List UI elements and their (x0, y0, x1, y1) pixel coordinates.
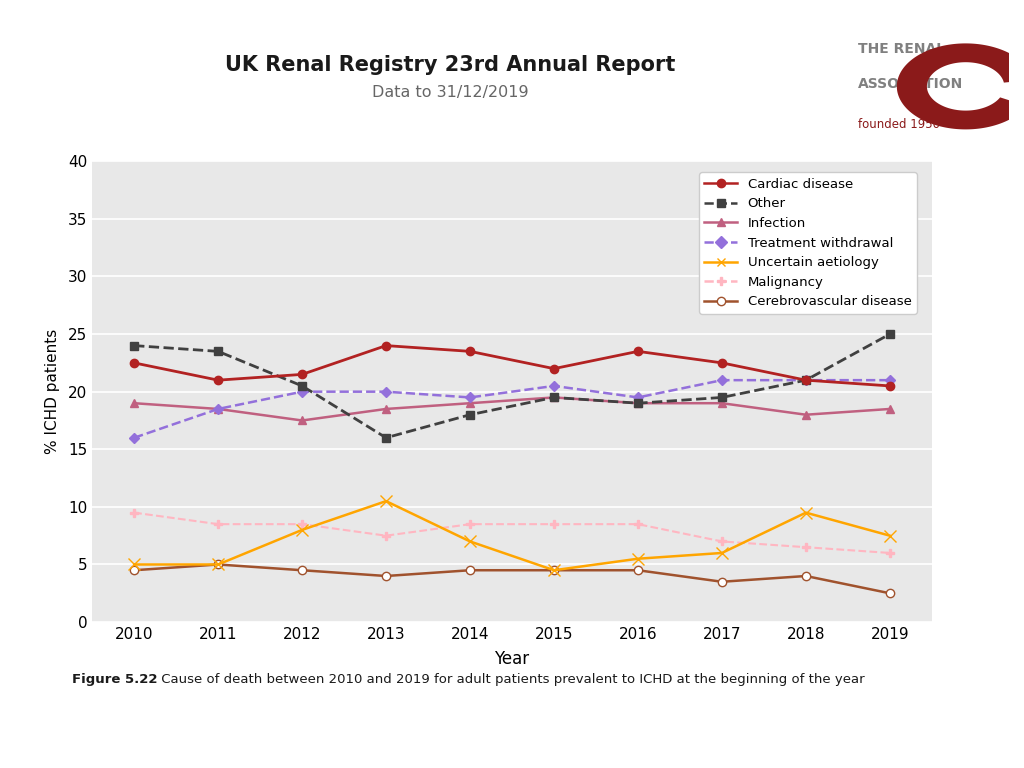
Text: Data to 31/12/2019: Data to 31/12/2019 (373, 84, 528, 100)
Text: founded 1950: founded 1950 (858, 118, 940, 131)
Polygon shape (897, 44, 1024, 129)
Legend: Cardiac disease, Other, Infection, Treatment withdrawal, Uncertain aetiology, Ma: Cardiac disease, Other, Infection, Treat… (698, 173, 916, 313)
Text: Figure 5.22: Figure 5.22 (72, 674, 157, 686)
Text: Cause of death between 2010 and 2019 for adult patients prevalent to ICHD at the: Cause of death between 2010 and 2019 for… (157, 674, 864, 686)
Text: UK Renal Registry 23rd Annual Report: UK Renal Registry 23rd Annual Report (225, 55, 676, 75)
Text: THE RENAL: THE RENAL (858, 41, 945, 56)
Text: ASSOCIATION: ASSOCIATION (858, 77, 964, 91)
X-axis label: Year: Year (495, 650, 529, 668)
Y-axis label: % ICHD patients: % ICHD patients (45, 329, 59, 455)
